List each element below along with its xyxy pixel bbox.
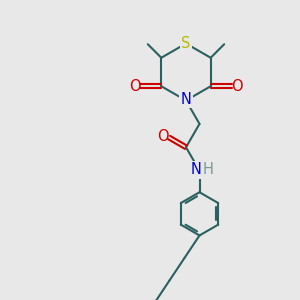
Text: O: O bbox=[157, 128, 169, 143]
Text: N: N bbox=[190, 162, 201, 177]
Text: S: S bbox=[181, 36, 191, 51]
Text: N: N bbox=[181, 92, 191, 106]
Text: O: O bbox=[231, 79, 243, 94]
Text: O: O bbox=[129, 79, 141, 94]
Text: H: H bbox=[202, 162, 213, 177]
